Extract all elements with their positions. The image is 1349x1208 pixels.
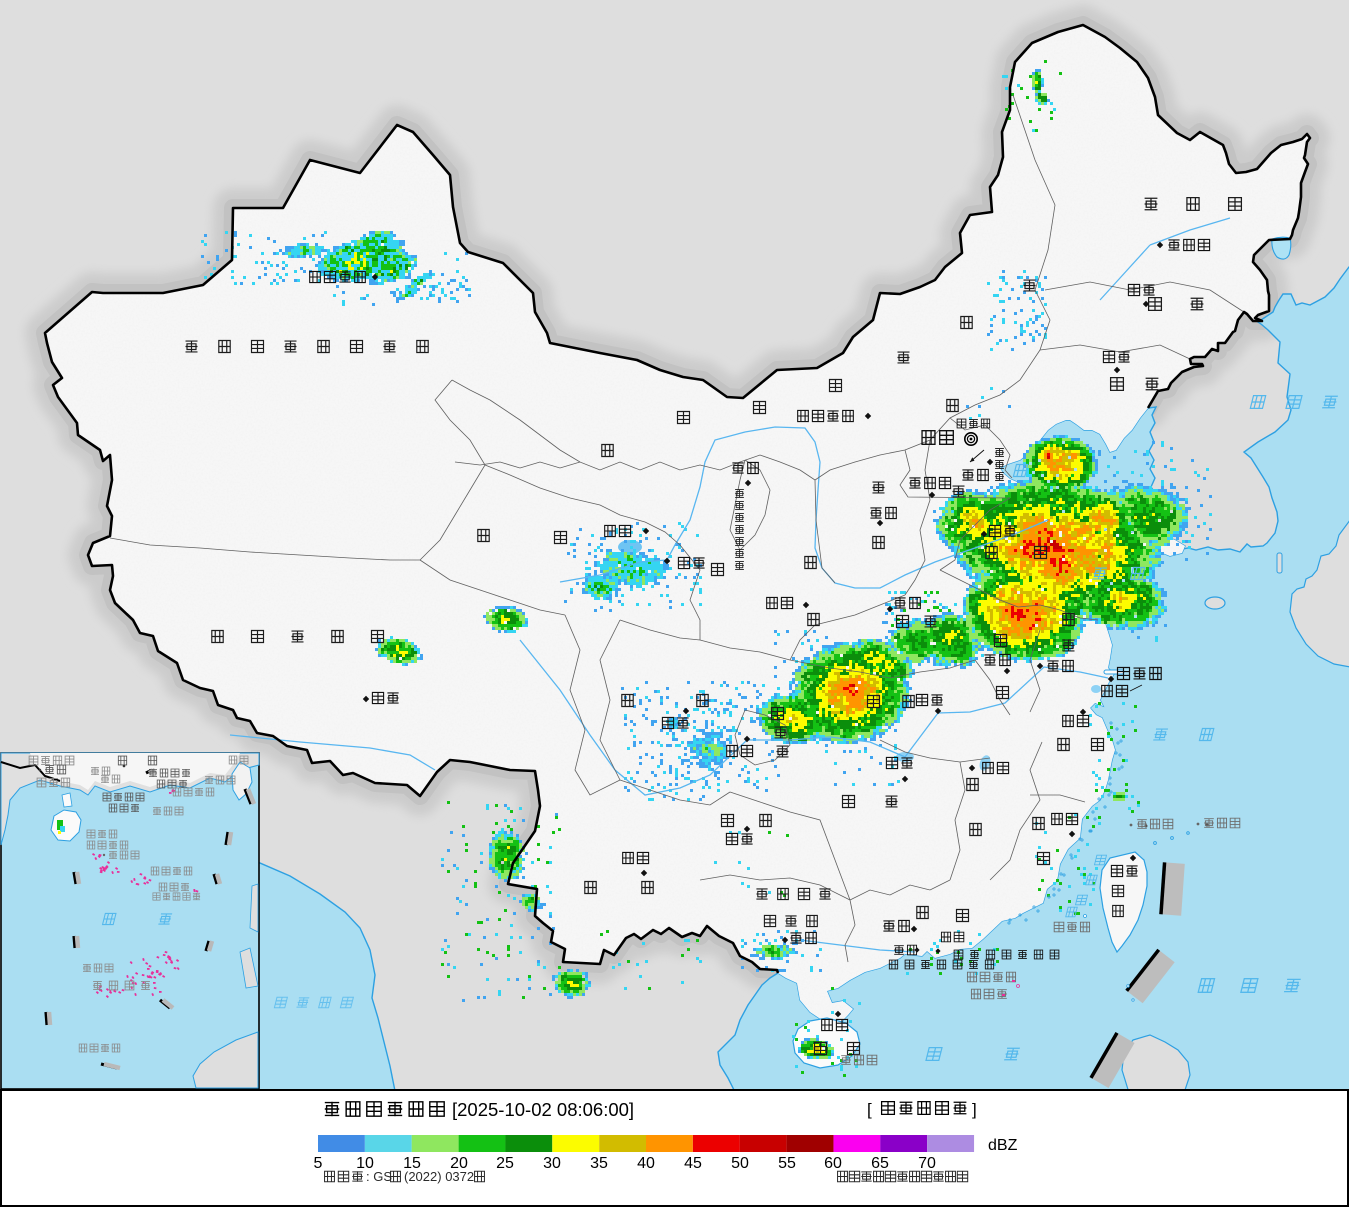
svg-text:60: 60 <box>824 1155 842 1172</box>
svg-text:50: 50 <box>731 1155 749 1172</box>
svg-text:20: 20 <box>450 1155 468 1172</box>
svg-text:(2022) 0372: (2022) 0372 <box>404 1169 474 1184</box>
svg-text:dBZ: dBZ <box>988 1137 1018 1154</box>
svg-text:[: [ <box>867 1100 872 1119</box>
svg-text:30: 30 <box>543 1155 561 1172</box>
svg-text:10: 10 <box>356 1155 374 1172</box>
svg-text:5: 5 <box>314 1155 323 1172</box>
svg-text:65: 65 <box>871 1155 889 1172</box>
svg-text:40: 40 <box>637 1155 655 1172</box>
svg-text:45: 45 <box>684 1155 702 1172</box>
svg-text:: GS: : GS <box>366 1169 392 1184</box>
svg-text:[2025-10-02 08:06:00]: [2025-10-02 08:06:00] <box>452 1099 634 1120</box>
svg-text:15: 15 <box>403 1155 421 1172</box>
svg-text:70: 70 <box>918 1155 936 1172</box>
svg-text:35: 35 <box>590 1155 608 1172</box>
svg-text:]: ] <box>972 1100 977 1119</box>
svg-text:55: 55 <box>778 1155 796 1172</box>
svg-text:25: 25 <box>496 1155 514 1172</box>
